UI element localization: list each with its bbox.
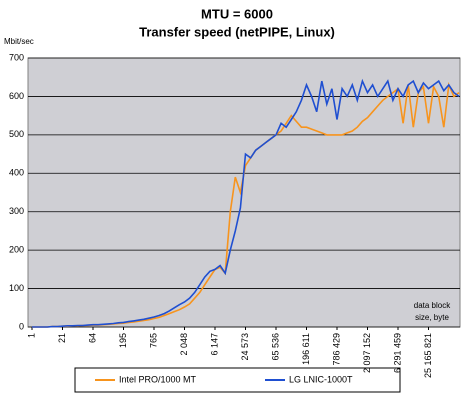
chart-subtitle: Transfer speed (netPIPE, Linux) xyxy=(139,24,335,39)
series-line xyxy=(32,78,460,328)
x-tick-label: 2 097 152 xyxy=(362,333,372,373)
y-tick-label: 300 xyxy=(9,206,24,216)
legend-label: Intel PRO/1000 MT xyxy=(119,374,197,384)
x-tick-label: 6 291 459 xyxy=(392,333,402,373)
annotation: size, byte xyxy=(415,313,449,322)
legend xyxy=(74,367,401,393)
y-tick-label: 500 xyxy=(9,129,24,139)
x-tick-label: 64 xyxy=(87,333,97,343)
legend-label: LG LNIC-1000T xyxy=(289,374,353,384)
y-tick-label: 100 xyxy=(9,283,24,293)
x-tick-label: 196 611 xyxy=(301,333,311,365)
x-tick-label: 24 573 xyxy=(240,333,250,361)
x-tick-label: 195 xyxy=(118,333,128,348)
y-tick-label: 600 xyxy=(9,91,24,101)
x-tick-label: 1 xyxy=(26,333,36,338)
x-tick-label: 25 165 821 xyxy=(423,333,433,378)
y-axis-label: Mbit/sec xyxy=(4,37,34,46)
y-tick-label: 0 xyxy=(19,321,24,331)
y-tick-label: 400 xyxy=(9,168,24,178)
y-tick-label: 200 xyxy=(9,245,24,255)
x-tick-label: 786 429 xyxy=(331,333,341,366)
chart-title: MTU = 6000 xyxy=(201,6,273,21)
x-tick-label: 21 xyxy=(57,333,67,343)
x-tick-label: 6 147 xyxy=(209,333,219,356)
annotation: data block xyxy=(414,301,451,310)
x-tick-label: 2 048 xyxy=(179,333,189,356)
x-tick-label: 65 536 xyxy=(270,333,280,361)
y-tick-label: 700 xyxy=(9,52,24,62)
x-tick-label: 765 xyxy=(148,333,158,348)
plot-area xyxy=(27,57,461,328)
